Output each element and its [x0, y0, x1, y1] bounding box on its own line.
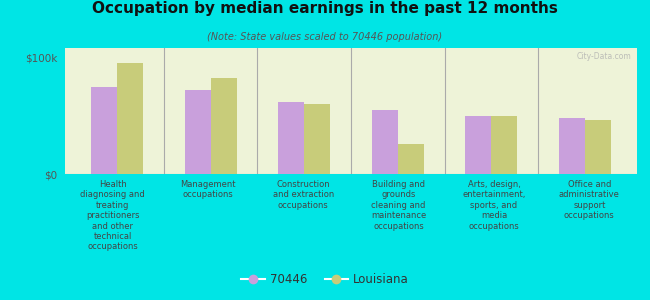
Text: Occupation by median earnings in the past 12 months: Occupation by median earnings in the pas… [92, 2, 558, 16]
Text: (Note: State values scaled to 70446 population): (Note: State values scaled to 70446 popu… [207, 32, 443, 41]
Legend: 70446, Louisiana: 70446, Louisiana [237, 269, 413, 291]
Text: Construction
and extraction
occupations: Construction and extraction occupations [273, 180, 334, 210]
Text: City-Data.com: City-Data.com [577, 52, 631, 61]
Bar [211, 78, 237, 174]
Bar [372, 110, 398, 174]
Bar [91, 86, 117, 174]
Bar [304, 104, 330, 174]
Text: Office and
administrative
support
occupations: Office and administrative support occupa… [559, 180, 619, 220]
Text: Health
diagnosing and
treating
practitioners
and other
technical
occupations: Health diagnosing and treating practitio… [81, 180, 145, 251]
Text: Arts, design,
entertainment,
sports, and
media
occupations: Arts, design, entertainment, sports, and… [462, 180, 526, 231]
Bar [117, 63, 144, 174]
Text: Management
occupations: Management occupations [180, 180, 236, 200]
Bar [278, 102, 304, 174]
Bar [585, 120, 611, 174]
Bar [558, 118, 585, 174]
Bar [465, 116, 491, 174]
Bar [398, 144, 424, 174]
Text: Building and
grounds
cleaning and
maintenance
occupations: Building and grounds cleaning and mainte… [371, 180, 426, 231]
Bar [491, 116, 517, 174]
Bar [185, 90, 211, 174]
